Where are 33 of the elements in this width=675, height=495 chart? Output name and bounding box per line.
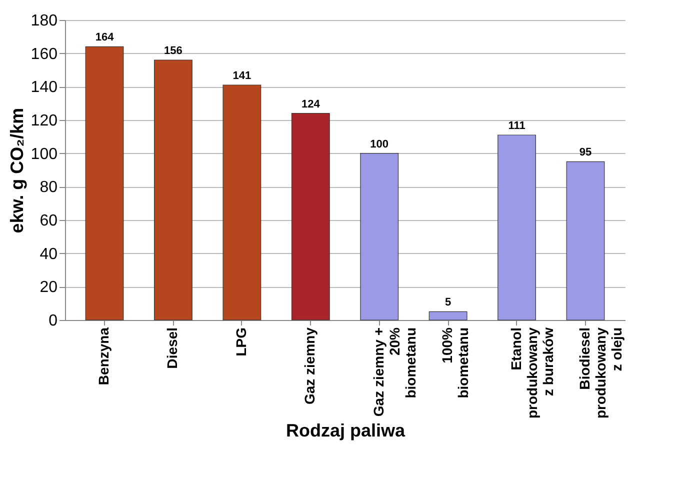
data-label: 156 (164, 45, 182, 57)
y-tick-label: 140 (30, 79, 58, 96)
data-label: 141 (232, 70, 252, 82)
y-tick-label: 180 (30, 12, 58, 30)
bar (360, 153, 399, 320)
x-tick-label: Diesel (164, 328, 180, 369)
data-label: 100 (370, 138, 389, 150)
data-label: 5 (445, 296, 452, 309)
y-tick-label: 80 (40, 179, 58, 196)
y-tick-label: 100 (30, 146, 58, 163)
data-label: 124 (301, 98, 321, 110)
data-label: 164 (95, 32, 115, 44)
y-axis-title: ekw. g CO₂/km (6, 108, 27, 234)
data-label: 95 (579, 146, 592, 159)
x-tick-label: LPG (232, 327, 249, 356)
x-axis-title: Rodzaj paliwa (286, 420, 406, 441)
bar (428, 311, 468, 320)
bar (498, 134, 536, 320)
x-tick-label: Gaz ziemny + 20% biometanu (370, 326, 418, 417)
bar (222, 84, 262, 320)
y-tick-label: 60 (40, 212, 58, 230)
bar (85, 46, 124, 320)
y-tick-label: 160 (30, 46, 58, 63)
data-label: 111 (508, 120, 526, 132)
bar (566, 161, 605, 320)
y-tick-label: 0 (48, 312, 58, 330)
y-tick-label: 40 (40, 246, 58, 263)
y-tick-label: 20 (40, 279, 58, 296)
y-tick-label: 120 (30, 112, 58, 130)
x-tick-label: Gaz ziemny (302, 327, 318, 405)
bar (154, 60, 192, 320)
bar (291, 113, 330, 320)
x-tick-label: Benzyna (96, 327, 112, 386)
